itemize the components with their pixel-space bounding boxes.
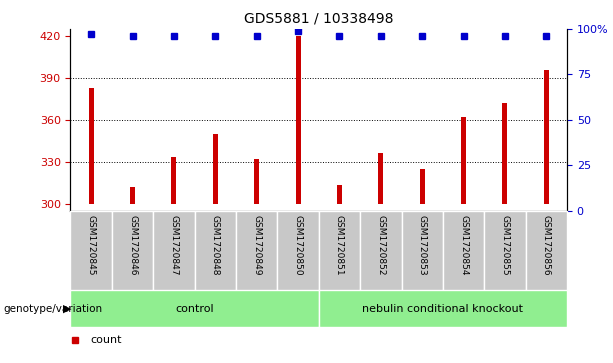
Bar: [544, 70, 549, 204]
Text: control: control: [175, 303, 214, 314]
Bar: [89, 88, 94, 204]
Bar: [443, 211, 484, 290]
Bar: [526, 211, 567, 290]
Bar: [112, 211, 153, 290]
Bar: [213, 134, 218, 204]
Bar: [360, 211, 402, 290]
Text: GSM1720848: GSM1720848: [211, 215, 220, 275]
Text: GSM1720854: GSM1720854: [459, 215, 468, 275]
Bar: [319, 290, 567, 327]
Bar: [337, 185, 342, 204]
Text: GSM1720850: GSM1720850: [294, 215, 303, 275]
Bar: [236, 211, 277, 290]
Bar: [402, 211, 443, 290]
Bar: [420, 169, 425, 204]
Text: GSM1720851: GSM1720851: [335, 215, 344, 275]
Bar: [295, 36, 300, 204]
Text: GSM1720852: GSM1720852: [376, 215, 386, 275]
Bar: [484, 211, 526, 290]
Text: GSM1720845: GSM1720845: [86, 215, 96, 275]
Bar: [70, 290, 319, 327]
Text: GSM1720856: GSM1720856: [542, 215, 551, 275]
Text: GSM1720855: GSM1720855: [500, 215, 509, 275]
Text: nebulin conditional knockout: nebulin conditional knockout: [362, 303, 524, 314]
Text: ▶: ▶: [63, 303, 71, 314]
Bar: [130, 187, 135, 204]
Bar: [277, 211, 319, 290]
Text: count: count: [90, 335, 122, 345]
Bar: [461, 117, 466, 204]
Text: GSM1720849: GSM1720849: [252, 215, 261, 275]
Text: GSM1720846: GSM1720846: [128, 215, 137, 275]
Bar: [195, 211, 236, 290]
Bar: [503, 103, 508, 204]
Bar: [319, 211, 360, 290]
Bar: [378, 153, 383, 204]
Bar: [172, 158, 177, 204]
Text: genotype/variation: genotype/variation: [3, 303, 102, 314]
Text: GSM1720847: GSM1720847: [169, 215, 178, 275]
Title: GDS5881 / 10338498: GDS5881 / 10338498: [244, 11, 394, 25]
Bar: [153, 211, 195, 290]
Bar: [70, 211, 112, 290]
Text: GSM1720853: GSM1720853: [417, 215, 427, 275]
Bar: [254, 159, 259, 204]
